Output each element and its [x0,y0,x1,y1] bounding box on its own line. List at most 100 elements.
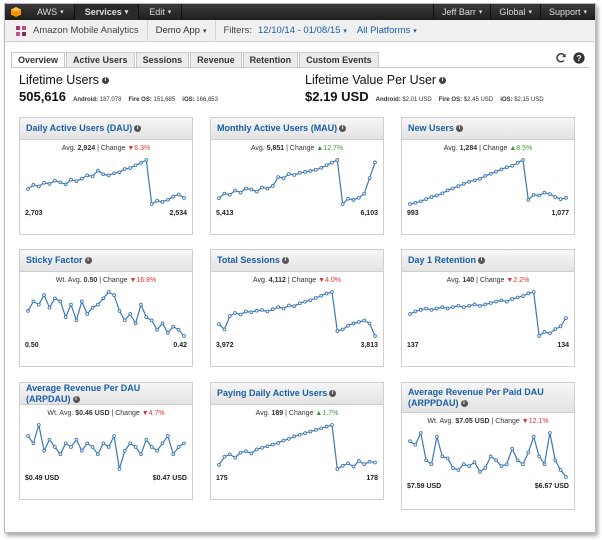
data-point[interactable] [144,437,149,442]
data-point[interactable] [249,187,254,192]
card-title[interactable]: New Users i [408,123,464,134]
refresh-icon[interactable] [555,52,567,64]
data-point[interactable] [42,293,46,297]
data-point[interactable] [182,196,186,200]
data-point[interactable] [504,299,509,304]
data-point[interactable] [265,186,270,191]
data-point[interactable] [182,334,186,338]
data-point[interactable] [362,191,367,196]
data-point[interactable] [233,455,237,460]
data-point[interactable] [122,448,127,453]
data-point[interactable] [42,448,46,453]
data-point[interactable] [244,449,248,453]
data-point[interactable] [244,309,248,314]
data-point[interactable] [155,448,159,453]
data-point[interactable] [558,324,563,329]
data-point[interactable] [499,464,504,468]
data-point[interactable] [445,188,450,193]
platform-filter[interactable]: All Platforms ▾ [357,25,417,36]
data-point[interactable] [233,311,237,315]
data-point[interactable] [144,158,149,162]
data-point[interactable] [254,308,259,313]
data-point[interactable] [542,190,547,195]
data-point[interactable] [324,163,329,168]
data-point[interactable] [63,315,68,319]
data-point[interactable] [260,445,264,450]
data-point[interactable] [36,184,41,189]
help-icon[interactable]: ? [573,52,585,64]
data-point[interactable] [297,301,302,306]
data-point[interactable] [144,315,149,319]
data-point[interactable] [297,432,302,437]
data-point[interactable] [233,188,237,193]
data-point[interactable] [478,303,482,308]
data-point[interactable] [537,334,541,338]
data-point[interactable] [553,195,558,199]
data-point[interactable] [440,454,445,459]
aws-cube-icon[interactable] [5,4,27,20]
data-point[interactable] [254,447,259,452]
data-point[interactable] [222,327,227,332]
region-menu[interactable]: Global ▾ [490,4,540,20]
data-point[interactable] [139,160,143,165]
data-point[interactable] [265,444,270,449]
data-point[interactable] [171,194,176,199]
data-point[interactable] [79,299,84,304]
data-point[interactable] [53,178,57,183]
data-point[interactable] [238,312,243,317]
data-point[interactable] [373,460,377,465]
data-point[interactable] [149,202,154,206]
data-point[interactable] [526,291,531,296]
data-point[interactable] [128,441,133,446]
data-point[interactable] [445,306,450,311]
data-point[interactable] [217,463,221,467]
data-point[interactable] [367,459,372,464]
data-point[interactable] [166,197,170,202]
edit-menu[interactable]: Edit ▾ [139,4,183,20]
data-point[interactable] [362,318,367,323]
card-title[interactable]: Total Sessions i [217,255,289,266]
data-point[interactable] [122,318,127,323]
data-point[interactable] [287,172,291,176]
data-point[interactable] [227,314,232,318]
data-point[interactable] [526,198,531,202]
data-point[interactable] [351,464,356,469]
data-point[interactable] [149,445,154,449]
aws-menu[interactable]: AWS ▾ [27,4,75,20]
data-point[interactable] [101,296,106,301]
data-point[interactable] [456,303,461,308]
data-point[interactable] [90,445,95,449]
support-menu[interactable]: Support ▾ [539,4,595,20]
data-point[interactable] [413,200,418,205]
data-point[interactable] [330,290,334,294]
data-point[interactable] [69,177,73,182]
card-title[interactable]: Average Revenue Per DAU (ARPDAU) i [26,383,186,405]
data-point[interactable] [128,312,133,316]
data-point[interactable] [340,202,345,206]
data-point[interactable] [521,462,525,467]
data-point[interactable] [171,324,176,329]
data-point[interactable] [133,163,138,168]
data-point[interactable] [155,198,159,203]
data-point[interactable] [63,182,68,187]
data-point[interactable] [270,184,275,188]
info-icon[interactable]: i [329,390,337,398]
data-point[interactable] [303,431,307,435]
data-point[interactable] [85,173,90,178]
data-point[interactable] [292,434,297,439]
data-point[interactable] [499,167,504,172]
data-point[interactable] [149,318,154,323]
data-point[interactable] [133,321,138,326]
data-point[interactable] [47,437,52,442]
info-icon[interactable]: i [281,257,289,265]
data-point[interactable] [429,195,434,199]
data-point[interactable] [558,197,563,201]
data-point[interactable] [456,468,461,472]
data-point[interactable] [313,296,318,300]
info-icon[interactable]: i [134,125,142,133]
data-point[interactable] [510,297,515,301]
data-point[interactable] [488,454,493,459]
data-point[interactable] [155,327,159,332]
data-point[interactable] [303,170,307,174]
data-point[interactable] [483,466,488,470]
